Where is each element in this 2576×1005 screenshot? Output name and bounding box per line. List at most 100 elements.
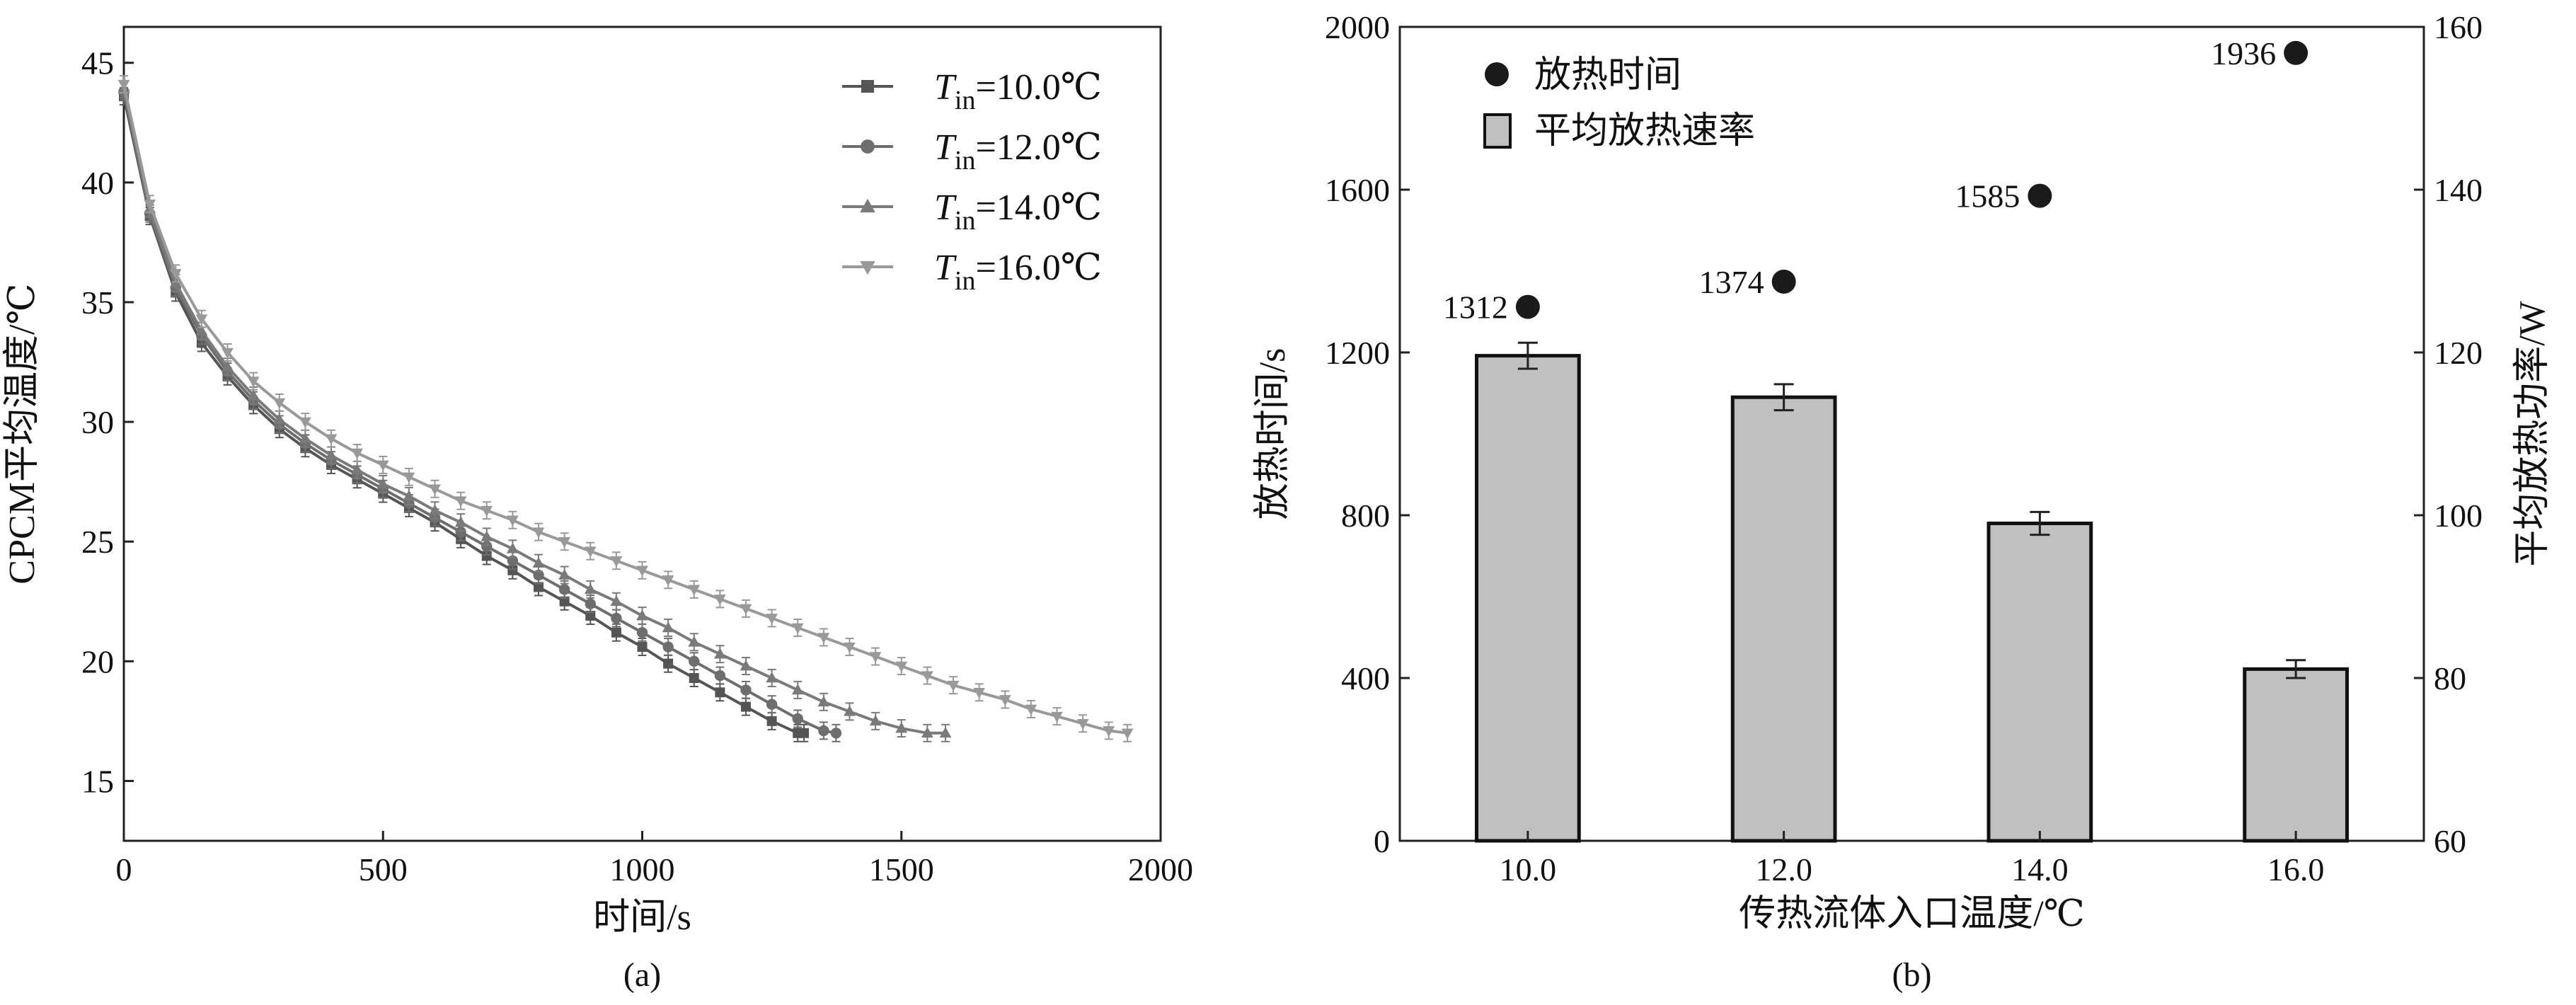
x-axis-ticks: 10.0 12.0 14.0 16.0 [1500, 831, 2325, 888]
data-point [1025, 704, 1037, 716]
data-point [714, 670, 726, 682]
panel-a-chart: 0 500 1000 1500 2000 15 20 25 30 35 40 45 时间/s CPCM平均… [2, 25, 1193, 994]
x-axis-ticks: 0 500 1000 1500 2000 [116, 831, 1193, 888]
data-point [584, 583, 597, 595]
data-point [869, 715, 882, 726]
y-tick-label: 0 [1374, 823, 1390, 859]
data-point [921, 727, 933, 738]
data-label: 1585 [1955, 178, 2020, 214]
legend-label: Tin=14.0℃ [934, 188, 1102, 236]
legend-label: 平均放热速率 [1534, 111, 1755, 151]
x-tick-label: 0 [116, 851, 132, 888]
x-tick-label: 16.0 [2267, 851, 2325, 888]
data-point [715, 687, 725, 698]
data-point [636, 565, 648, 577]
data-point [844, 642, 856, 653]
x-axis-title: 时间/s [593, 897, 691, 938]
data-point [299, 432, 311, 444]
data-point [559, 596, 570, 607]
data-point [939, 727, 952, 738]
data-point [585, 611, 596, 621]
data-point [376, 460, 389, 471]
data-point [766, 672, 778, 683]
data-point [637, 642, 648, 653]
data-point [663, 658, 674, 669]
data-point [584, 546, 597, 558]
data-point [506, 515, 519, 527]
y2-tick-label: 140 [2434, 172, 2483, 208]
data-point [454, 496, 467, 507]
y-axis-title: CPCM平均温度/℃ [2, 283, 42, 584]
x-tick-label: 1500 [869, 851, 934, 888]
data-point [2028, 183, 2052, 208]
data-point [688, 636, 701, 647]
data-point [222, 348, 234, 359]
legend-marker [1485, 62, 1509, 86]
legend-swatch [1483, 113, 1512, 149]
data-point [325, 434, 338, 445]
data-point [766, 614, 778, 625]
data-point [195, 324, 208, 335]
y-tick-label: 30 [81, 404, 114, 440]
data-point [662, 621, 674, 633]
legend-label: Tin=10.0℃ [934, 67, 1102, 115]
data-point [585, 598, 596, 609]
data-point [376, 478, 389, 489]
data-point [481, 541, 493, 552]
bar [2243, 667, 2349, 843]
data-point [454, 516, 467, 527]
data-point [481, 505, 493, 517]
data-point [792, 713, 803, 725]
y-right-axis-ticks: 60 80 100 120 140 160 [2414, 9, 2483, 859]
bar [1475, 354, 1581, 843]
data-point [741, 701, 751, 712]
panel-label-a: (a) [623, 956, 661, 994]
data-point [117, 79, 130, 91]
data-point [558, 536, 571, 548]
data-point [247, 377, 260, 388]
data-point [558, 568, 571, 580]
series-line [122, 84, 1128, 735]
data-label: 1312 [1443, 289, 1508, 326]
bar [1730, 395, 1837, 843]
data-point [532, 556, 545, 568]
data-point [636, 627, 648, 638]
data-point [2284, 40, 2308, 65]
data-point [481, 530, 493, 541]
series-line [122, 91, 836, 735]
data-point [921, 671, 933, 682]
panel-label-b: (b) [1892, 956, 1932, 994]
legend-item: Tin=10.0℃ [842, 67, 1102, 115]
data-point [144, 199, 156, 211]
data-point [688, 585, 701, 596]
data-point [740, 684, 752, 696]
y-tick-label: 800 [1341, 498, 1390, 534]
data-point [247, 389, 260, 401]
data-point [895, 722, 908, 733]
data-point [1103, 726, 1115, 737]
data-point [429, 504, 441, 515]
data-point [351, 448, 364, 459]
y-tick-label: 15 [81, 763, 114, 799]
series-2 [118, 82, 842, 742]
data-point [195, 314, 208, 326]
panel-b-chart: 10.0 12.0 14.0 16.0 0 400 800 1200 1600 2000 60 80 1… [1253, 9, 2553, 994]
data-point [799, 728, 810, 738]
data-point [507, 565, 518, 575]
y-tick-label: 40 [81, 165, 114, 201]
data-point [534, 582, 544, 592]
data-point [1771, 269, 1796, 294]
series-1 [119, 87, 810, 742]
data-point [662, 641, 674, 653]
data-point [169, 269, 182, 280]
plot-frame [1398, 25, 2425, 842]
legend-marker [861, 139, 875, 154]
data-point [222, 360, 234, 372]
data-point [818, 725, 829, 737]
data-point [429, 484, 441, 495]
data-point [403, 490, 415, 501]
y-tick-label: 20 [81, 643, 114, 679]
